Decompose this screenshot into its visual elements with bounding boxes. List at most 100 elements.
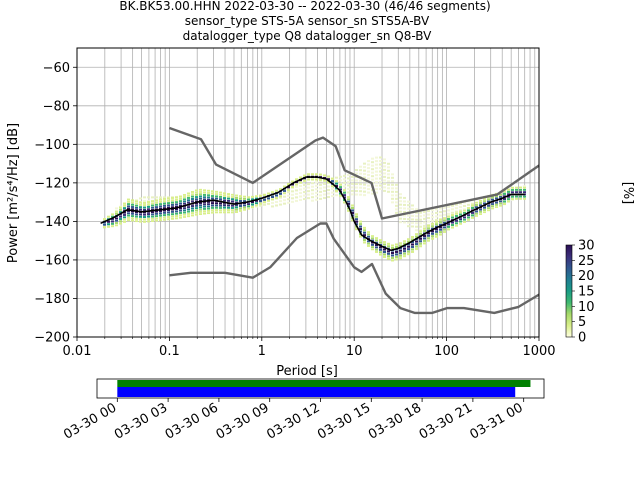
density-cell	[387, 166, 390, 169]
density-cell	[231, 198, 234, 201]
density-cell	[423, 214, 426, 217]
x-tick-label: 0.01	[63, 344, 92, 359]
density-cell	[391, 176, 394, 179]
density-cell	[239, 208, 242, 211]
colorbar-tick-label: 5	[578, 315, 586, 330]
density-cell	[399, 196, 402, 199]
density-cell	[123, 216, 126, 219]
density-cell	[315, 195, 318, 198]
density-cell	[403, 247, 406, 250]
density-cell	[227, 195, 230, 198]
density-cell	[143, 204, 146, 207]
density-cell	[147, 215, 150, 218]
density-cell	[415, 245, 418, 248]
density-cell	[319, 180, 322, 183]
density-cell	[359, 186, 362, 189]
density-cell	[375, 167, 378, 170]
density-cell	[231, 196, 234, 198]
density-cell	[407, 248, 410, 251]
density-cell	[195, 211, 198, 214]
density-cell	[251, 203, 254, 206]
density-cell	[359, 228, 362, 231]
density-cell	[215, 197, 218, 200]
density-cell	[311, 196, 314, 199]
density-cell	[159, 210, 162, 212]
density-cell	[367, 242, 370, 245]
density-cell	[319, 194, 322, 197]
x-tick-label: 10	[346, 344, 363, 359]
density-cell	[455, 210, 458, 213]
density-cell	[179, 199, 182, 202]
density-cell	[459, 211, 462, 214]
density-cell	[211, 209, 214, 212]
density-cell	[439, 218, 442, 221]
density-cell	[379, 246, 382, 249]
density-cell	[183, 200, 186, 203]
density-cell	[223, 194, 226, 197]
density-cell	[235, 208, 238, 211]
density-cell	[155, 219, 158, 222]
density-cell	[203, 196, 206, 199]
density-cell	[199, 195, 202, 198]
density-cell	[127, 207, 130, 210]
density-cell	[383, 186, 386, 189]
density-cell	[391, 259, 394, 262]
density-cell	[411, 243, 414, 246]
density-cell	[411, 238, 414, 241]
density-cell	[335, 194, 338, 197]
density-cell	[375, 188, 378, 191]
density-cell	[151, 220, 154, 222]
density-cell	[491, 203, 494, 205]
density-cell	[395, 250, 398, 253]
density-cell	[299, 198, 302, 201]
density-cell	[399, 257, 402, 260]
density-cell	[147, 213, 150, 216]
density-cell	[471, 214, 474, 217]
density-cell	[303, 174, 306, 177]
density-cell	[375, 156, 378, 159]
density-cell	[135, 209, 138, 212]
density-cell	[183, 193, 186, 196]
density-cell	[319, 173, 322, 176]
density-cell	[251, 200, 254, 204]
density-cell	[263, 201, 266, 204]
density-cell	[159, 214, 162, 217]
density-cell	[279, 196, 282, 199]
density-cell	[411, 250, 414, 253]
density-cell	[171, 210, 174, 213]
density-cell	[355, 183, 358, 186]
density-cell	[327, 185, 330, 188]
density-cell	[183, 211, 186, 214]
density-cell	[483, 206, 486, 209]
density-cell	[235, 206, 238, 209]
density-cell	[239, 195, 242, 198]
density-cell	[287, 194, 290, 197]
density-cell	[419, 229, 422, 232]
density-cell	[419, 225, 422, 228]
density-cell	[247, 198, 250, 201]
density-cell	[187, 208, 190, 211]
density-cell	[395, 183, 398, 186]
density-cell	[375, 246, 378, 249]
density-cell	[291, 193, 294, 196]
density-cell	[207, 202, 210, 205]
density-cell	[259, 201, 262, 204]
density-cell	[335, 180, 338, 183]
density-cell	[379, 170, 382, 173]
density-cell	[423, 239, 426, 242]
density-cell	[363, 176, 366, 179]
density-cell	[391, 173, 394, 176]
density-cell	[171, 215, 174, 218]
density-cell	[379, 248, 382, 251]
density-cell	[423, 221, 426, 224]
density-cell	[503, 200, 506, 203]
density-cell	[363, 169, 366, 172]
density-cell	[371, 244, 374, 246]
density-cell	[195, 191, 198, 194]
density-cell	[515, 186, 518, 189]
density-cell	[259, 204, 262, 207]
density-cell	[135, 204, 138, 207]
density-cell	[131, 215, 134, 217]
